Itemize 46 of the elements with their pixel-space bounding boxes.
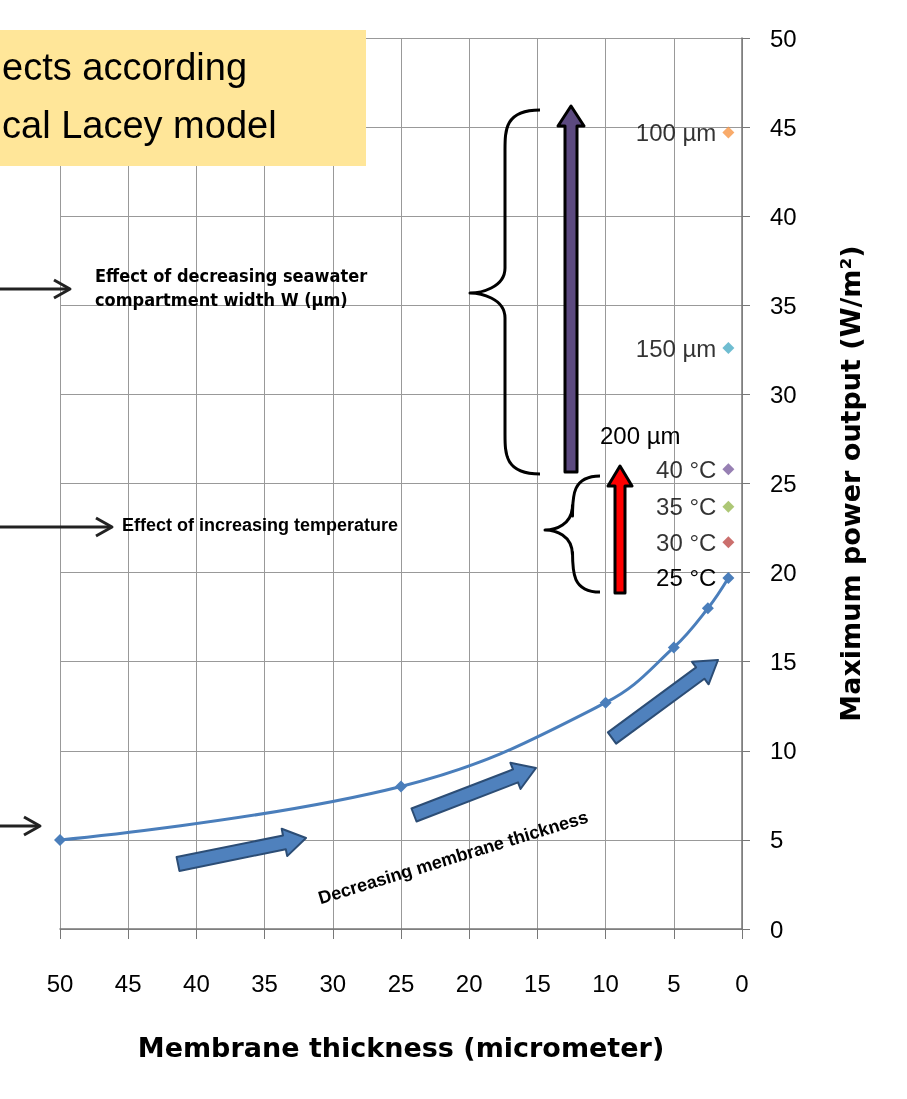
x-tick-label: 15 [524,969,551,997]
series-label: 30 °C [656,528,717,556]
y-tick-label: 15 [770,648,797,676]
series-label: 40 °C [656,455,717,483]
x-tick-label: 35 [251,969,278,997]
annotation: cal Lacey model [2,104,277,147]
y-tick-label: 45 [770,113,797,141]
x-tick-label: 25 [387,969,415,997]
series-label: 100 µm [635,118,717,146]
point [395,780,407,793]
point [667,641,680,654]
y-axis-title: Maximum power output (W/m²) [835,245,866,722]
annotation: Effect of increasing temperature [122,515,399,536]
series-label: 150 µm [635,334,717,362]
point [722,500,735,513]
y-tick-label: 35 [770,291,797,319]
x-tick-label: 50 [46,969,74,997]
y-tick-label: 40 [770,202,797,230]
x-tick-label: 45 [114,969,142,997]
y-tick-label: 30 [770,380,797,408]
point [722,536,735,549]
annotation: 200 µm [600,422,681,450]
annotation: Effect of decreasing seawater compartment width W (µm) [95,264,369,312]
point [54,833,66,846]
x-tick-label: 10 [592,969,619,997]
y-tick-label: 50 [770,24,797,52]
x-axis-title: Membrane thickness (micrometer) [137,1032,665,1063]
series-label: 25 °C [656,564,717,592]
x-tick-label: 5 [667,969,681,997]
point [722,571,735,584]
annotation: ects according [2,46,248,89]
x-tick-label: 40 [183,969,210,997]
y-tick-label: 0 [770,915,784,943]
x-tick-label: 20 [455,969,483,997]
x-tick-label: 0 [735,969,749,997]
y-tick-label: 25 [770,470,797,497]
point [722,342,735,355]
x-tick-label: 30 [319,969,347,997]
point [722,463,735,476]
y-tick-label: 20 [770,559,797,587]
y-tick-label: 5 [770,826,784,854]
y-tick-label: 10 [770,737,797,765]
point [701,602,714,615]
point [599,696,612,709]
point [722,126,735,139]
series-label: 35 °C [656,493,717,521]
